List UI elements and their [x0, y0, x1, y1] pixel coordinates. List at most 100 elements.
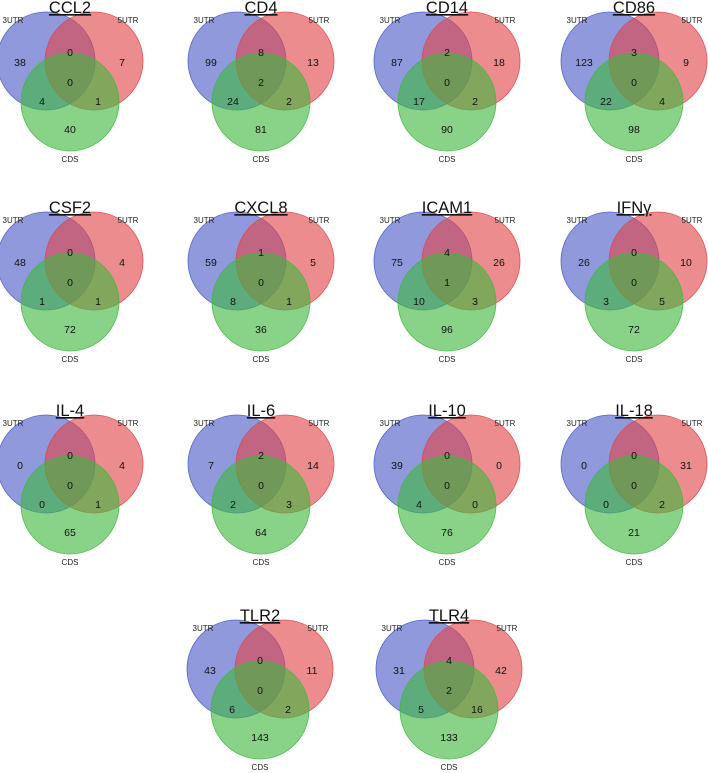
region-count-c: 143 — [251, 732, 269, 744]
set-label-3utr: 3UTR — [382, 624, 403, 633]
circle-cds — [584, 52, 684, 152]
set-label-5utr: 5UTR — [118, 16, 139, 25]
region-count-ac: 0 — [39, 499, 45, 511]
region-count-ab: 1 — [258, 247, 264, 259]
region-count-a: 39 — [391, 460, 403, 472]
region-count-abc: 2 — [258, 77, 264, 89]
region-count-ab: 0 — [631, 450, 637, 462]
region-count-ac: 8 — [230, 296, 236, 308]
region-count-ac: 1 — [39, 296, 45, 308]
region-count-abc: 0 — [258, 480, 264, 492]
gene-title: CSF2 — [49, 199, 91, 217]
region-count-b: 31 — [680, 460, 692, 472]
venn-diagram-ccl2: CCL2 3UTR 5UTR CDS 38 7 40 0 4 1 0 — [0, 0, 144, 164]
region-count-c: 90 — [441, 124, 453, 136]
region-count-ab: 0 — [67, 247, 73, 259]
set-label-5utr: 5UTR — [495, 16, 516, 25]
region-count-b: 9 — [683, 57, 689, 69]
region-count-b: 42 — [495, 665, 507, 677]
region-count-b: 4 — [119, 460, 125, 472]
set-label-3utr: 3UTR — [193, 624, 214, 633]
region-count-ac: 3 — [603, 296, 609, 308]
venn-diagram-cd4: CD4 3UTR 5UTR CDS 99 13 81 8 24 2 2 — [187, 0, 335, 164]
circle-cds — [20, 252, 120, 352]
set-label-cds: CDS — [439, 355, 456, 364]
region-count-bc: 1 — [95, 499, 101, 511]
region-count-ac: 2 — [230, 499, 236, 511]
region-count-ab: 0 — [631, 247, 637, 259]
region-count-bc: 0 — [472, 499, 478, 511]
region-count-a: 0 — [581, 460, 587, 472]
venn-diagram-cxcl8: CXCL8 3UTR 5UTR CDS 59 5 36 1 8 1 0 — [187, 199, 335, 364]
set-label-5utr: 5UTR — [309, 419, 330, 428]
region-count-b: 4 — [119, 257, 125, 269]
region-count-b: 13 — [307, 57, 319, 69]
region-count-a: 0 — [17, 460, 23, 472]
set-label-5utr: 5UTR — [118, 419, 139, 428]
region-count-ab: 3 — [631, 47, 637, 59]
region-count-ac: 10 — [413, 296, 425, 308]
region-count-ac: 22 — [600, 96, 612, 108]
region-count-c: 72 — [64, 324, 76, 336]
set-label-3utr: 3UTR — [194, 16, 215, 25]
region-count-a: 38 — [14, 57, 26, 69]
set-label-cds: CDS — [253, 155, 270, 164]
set-label-5utr: 5UTR — [495, 216, 516, 225]
region-count-abc: 0 — [67, 480, 73, 492]
set-label-5utr: 5UTR — [682, 16, 703, 25]
gene-title: IFNγ — [617, 199, 653, 217]
set-label-3utr: 3UTR — [567, 216, 588, 225]
set-label-cds: CDS — [62, 558, 79, 567]
circle-cds — [211, 455, 311, 555]
set-label-5utr: 5UTR — [682, 419, 703, 428]
circle-cds — [211, 52, 311, 152]
circle-cds — [584, 252, 684, 352]
venn-diagram-ifn-: IFNγ 3UTR 5UTR CDS 26 10 72 0 3 5 0 — [560, 199, 708, 364]
region-count-ab: 0 — [257, 655, 263, 667]
region-count-b: 18 — [493, 57, 505, 69]
region-count-b: 0 — [496, 460, 502, 472]
region-count-c: 65 — [64, 527, 76, 539]
region-count-bc: 2 — [286, 96, 292, 108]
set-label-3utr: 3UTR — [3, 419, 24, 428]
region-count-bc: 1 — [286, 296, 292, 308]
region-count-c: 21 — [628, 527, 640, 539]
circle-cds — [397, 52, 497, 152]
circle-cds — [210, 660, 310, 760]
set-label-cds: CDS — [626, 355, 643, 364]
region-count-c: 36 — [255, 324, 267, 336]
region-count-b: 26 — [493, 257, 505, 269]
region-count-bc: 3 — [286, 499, 292, 511]
region-count-ab: 2 — [444, 47, 450, 59]
region-count-abc: 0 — [631, 77, 637, 89]
region-count-a: 75 — [391, 257, 403, 269]
set-label-cds: CDS — [439, 558, 456, 567]
region-count-ac: 24 — [227, 96, 239, 108]
region-count-b: 11 — [307, 665, 318, 677]
region-count-b: 7 — [119, 57, 125, 69]
region-count-a: 48 — [14, 257, 26, 269]
region-count-ab: 0 — [67, 450, 73, 462]
region-count-bc: 1 — [95, 96, 101, 108]
set-label-3utr: 3UTR — [567, 16, 588, 25]
set-label-3utr: 3UTR — [194, 419, 215, 428]
set-label-3utr: 3UTR — [194, 216, 215, 225]
gene-title: TLR2 — [240, 607, 280, 625]
region-count-abc: 0 — [67, 77, 73, 89]
region-count-c: 40 — [64, 124, 76, 136]
set-label-5utr: 5UTR — [682, 216, 703, 225]
region-count-ab: 4 — [446, 655, 452, 667]
gene-title: CD4 — [244, 0, 277, 17]
venn-diagram-cd86: CD86 3UTR 5UTR CDS 123 9 98 3 22 4 0 — [560, 0, 708, 164]
set-label-5utr: 5UTR — [309, 16, 330, 25]
set-label-cds: CDS — [439, 155, 456, 164]
circle-cds — [397, 455, 497, 555]
region-count-bc: 5 — [659, 296, 665, 308]
gene-title: CD86 — [613, 0, 655, 17]
gene-title: ICAM1 — [422, 199, 472, 217]
gene-title: IL-4 — [56, 402, 84, 420]
set-label-5utr: 5UTR — [118, 216, 139, 225]
gene-title: IL-10 — [428, 402, 466, 420]
region-count-a: 123 — [575, 57, 593, 69]
